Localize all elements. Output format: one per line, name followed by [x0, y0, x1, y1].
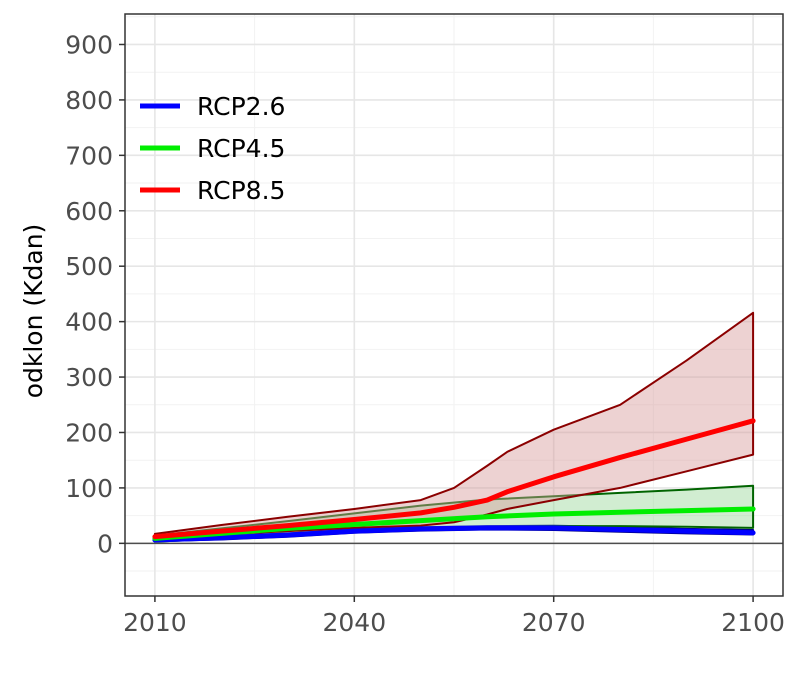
ribbon-rcp85	[153, 311, 755, 540]
x-tick-label: 2100	[721, 608, 785, 637]
y-tick-label: 400	[65, 308, 113, 337]
x-tick-label: 2040	[322, 608, 386, 637]
grid-minor	[125, 14, 783, 596]
y-tick-label: 0	[97, 529, 113, 558]
line-rcp26	[152, 525, 756, 543]
x-axis: 2010 2040 2070 2100	[123, 596, 785, 637]
y-tick-label: 200	[65, 418, 113, 447]
legend-label-rcp26: RCP2.6	[197, 92, 285, 121]
legend-label-rcp45: RCP4.5	[197, 134, 285, 163]
x-tick-label: 2070	[522, 608, 586, 637]
grid-major	[125, 14, 783, 596]
line-rcp85	[152, 418, 756, 540]
y-axis: 0 100 200 300 400 500 600 700 800 900	[65, 30, 125, 558]
plot-panel-border	[124, 13, 784, 597]
y-tick-label: 300	[65, 363, 113, 392]
y-tick-label: 600	[65, 197, 113, 226]
y-tick-label: 900	[65, 30, 113, 59]
legend-label-rcp85: RCP8.5	[197, 176, 285, 205]
series-lines	[152, 418, 756, 543]
y-tick-label: 100	[65, 474, 113, 503]
x-tick-label: 2010	[123, 608, 187, 637]
legend: RCP2.6 RCP4.5 RCP8.5	[140, 92, 285, 205]
y-axis-title: odklon (Kdan)	[19, 224, 48, 399]
y-tick-label: 500	[65, 252, 113, 281]
y-tick-label: 700	[65, 141, 113, 170]
y-tick-label: 800	[65, 86, 113, 115]
